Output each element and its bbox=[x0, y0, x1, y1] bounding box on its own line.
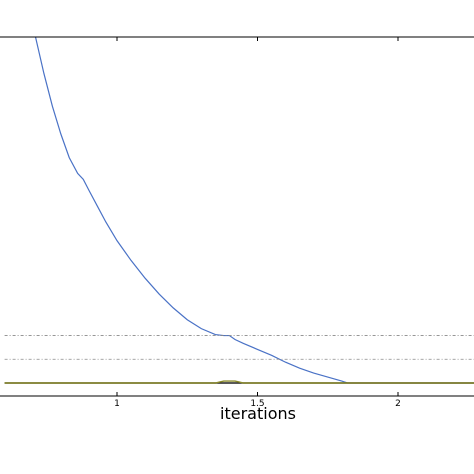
x-tick-label: 1 bbox=[114, 399, 120, 409]
series-line-3 bbox=[4, 380, 474, 384]
series-layer bbox=[4, 36, 474, 384]
x-tick-label: 2 bbox=[395, 399, 401, 409]
ticks-layer: 1 1.5 2 bbox=[114, 37, 401, 409]
axes-layer bbox=[0, 36, 474, 397]
x-axis-label: iterations bbox=[220, 404, 296, 423]
series-line-1 bbox=[34, 36, 474, 384]
x-tick-label: 1.5 bbox=[250, 399, 264, 409]
